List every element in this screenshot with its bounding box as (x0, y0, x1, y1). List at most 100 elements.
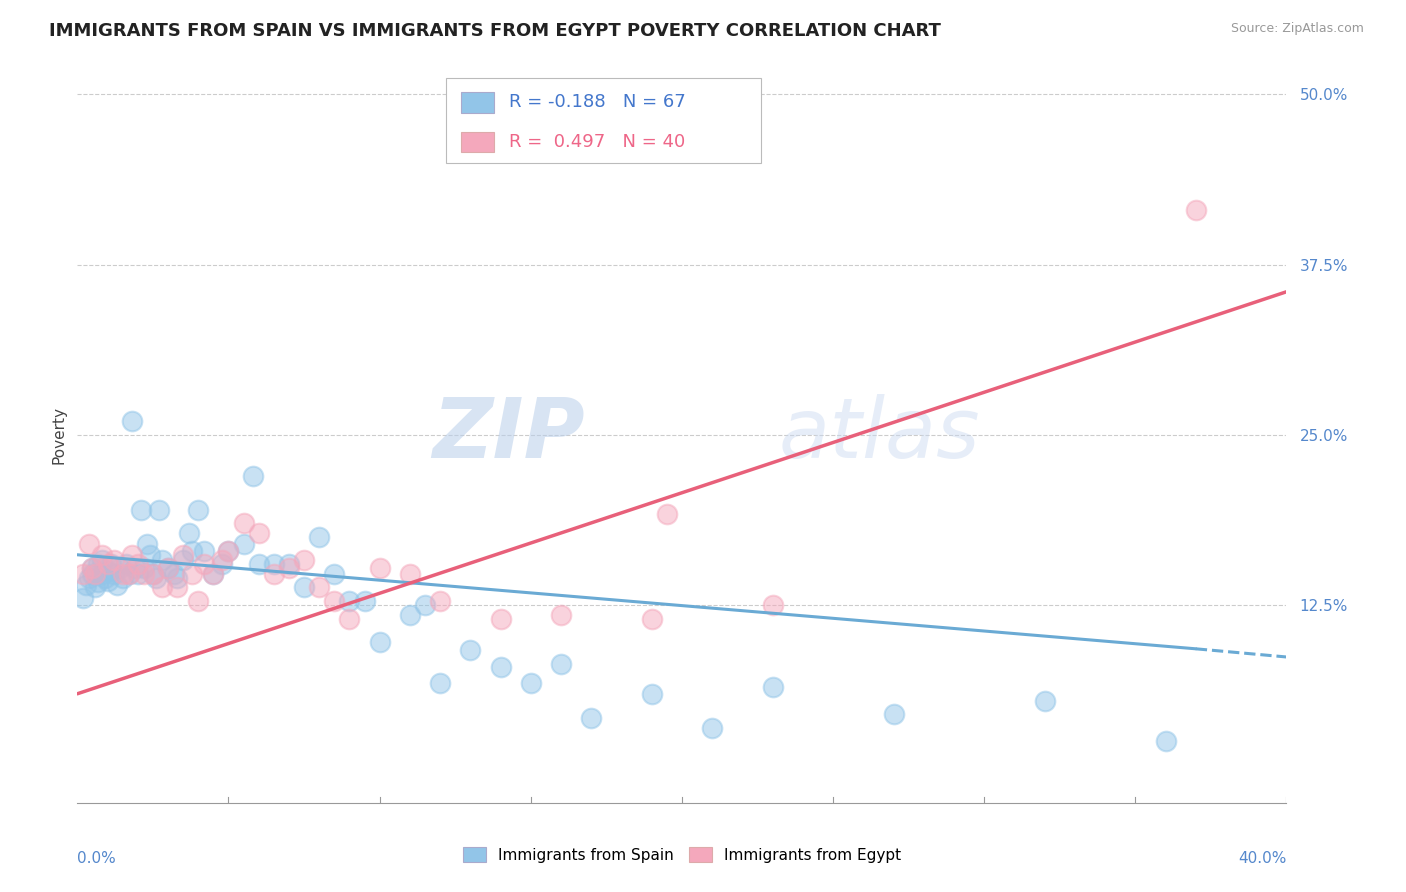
Point (150, 581, 173, 595)
Point (550, 607, 572, 622)
Point (247, 558, 270, 572)
Point (353, 594, 375, 608)
Point (157, 561, 180, 575)
Point (121, 414, 143, 428)
Text: R =  0.497   N = 40: R = 0.497 N = 40 (509, 133, 685, 151)
Point (489, 612, 512, 626)
Point (108, 561, 131, 575)
Point (142, 566, 165, 581)
Point (139, 548, 162, 562)
Point (550, 657, 572, 671)
Point (323, 594, 346, 608)
Point (135, 537, 157, 551)
Point (413, 598, 436, 612)
Point (142, 566, 165, 581)
Point (172, 553, 194, 567)
Point (93, 571, 115, 585)
Point (82, 566, 104, 581)
Point (458, 643, 481, 657)
Text: ZIP: ZIP (433, 394, 585, 475)
Point (247, 526, 270, 541)
Text: Source: ZipAtlas.com: Source: ZipAtlas.com (1230, 22, 1364, 36)
Point (96, 558, 118, 572)
Point (166, 581, 188, 595)
Point (79, 571, 101, 585)
Point (368, 635, 391, 649)
Point (292, 581, 315, 595)
Point (581, 711, 603, 725)
Point (263, 558, 285, 572)
Point (1033, 693, 1056, 707)
Point (132, 566, 155, 581)
Point (103, 553, 125, 567)
Point (1154, 734, 1177, 748)
Point (323, 566, 346, 581)
Point (187, 594, 209, 608)
Point (163, 566, 186, 581)
Point (292, 553, 315, 567)
Legend: Immigrants from Spain, Immigrants from Egypt: Immigrants from Spain, Immigrants from E… (457, 840, 907, 869)
Y-axis label: Poverty: Poverty (51, 406, 66, 464)
Point (655, 507, 678, 521)
Point (75, 578, 97, 592)
Text: 40.0%: 40.0% (1239, 851, 1286, 865)
Point (90, 548, 112, 562)
Point (762, 598, 785, 612)
Point (84, 566, 107, 581)
Point (82, 561, 104, 575)
Point (179, 526, 201, 541)
Point (883, 707, 905, 722)
Point (79, 537, 101, 551)
Point (762, 680, 785, 694)
Point (429, 676, 451, 690)
Point (103, 566, 125, 581)
Point (308, 530, 330, 544)
Point (641, 612, 664, 626)
FancyBboxPatch shape (446, 78, 761, 162)
Point (193, 558, 215, 572)
Point (111, 571, 134, 585)
Point (278, 558, 301, 572)
Point (489, 659, 512, 673)
Text: 0.0%: 0.0% (77, 851, 117, 865)
Point (157, 561, 180, 575)
Point (242, 468, 264, 483)
Point (278, 561, 301, 575)
Point (211, 553, 233, 567)
Point (399, 566, 422, 581)
Point (87, 575, 110, 590)
Point (132, 561, 155, 575)
Point (172, 548, 194, 562)
Point (218, 543, 240, 558)
Point (399, 607, 422, 622)
Text: IMMIGRANTS FROM SPAIN VS IMMIGRANTS FROM EGYPT POVERTY CORRELATION CHART: IMMIGRANTS FROM SPAIN VS IMMIGRANTS FROM… (49, 22, 941, 40)
Point (263, 566, 285, 581)
Point (181, 543, 204, 558)
Point (148, 503, 170, 517)
Point (308, 581, 330, 595)
Point (150, 553, 173, 567)
Point (129, 503, 152, 517)
Point (111, 566, 134, 581)
Point (127, 558, 149, 572)
Point (105, 578, 128, 592)
Point (96, 564, 118, 578)
Point (429, 594, 451, 608)
Text: atlas: atlas (779, 394, 980, 475)
Point (337, 612, 360, 626)
Point (90, 553, 112, 567)
Point (145, 571, 167, 585)
Point (211, 558, 233, 572)
Point (114, 558, 136, 572)
Point (87, 558, 110, 572)
Point (232, 516, 254, 531)
Point (127, 566, 149, 581)
Point (218, 543, 240, 558)
Point (202, 566, 225, 581)
Point (118, 566, 141, 581)
Point (193, 543, 215, 558)
Text: R = -0.188   N = 67: R = -0.188 N = 67 (509, 94, 686, 112)
Point (702, 721, 724, 735)
Point (520, 676, 543, 690)
Point (82, 561, 104, 575)
